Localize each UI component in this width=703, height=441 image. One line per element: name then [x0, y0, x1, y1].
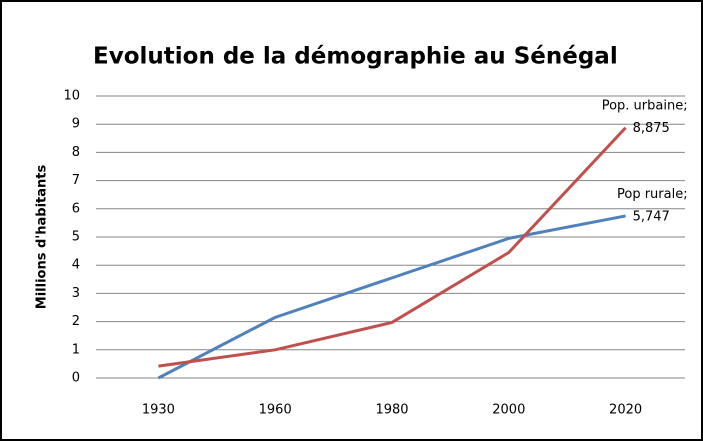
series-name: Pop. urbaine: [602, 98, 684, 113]
series-name: Pop rurale: [617, 186, 683, 201]
y-tick-label: 5: [72, 230, 80, 245]
y-tick-label: 3: [72, 286, 80, 301]
y-tick-label: 9: [72, 117, 80, 132]
series-line: [157, 214, 626, 380]
x-tick-label: 1980: [375, 403, 408, 418]
y-axis-label: Millions d'habitants: [35, 165, 50, 310]
y-tick-label: 6: [72, 201, 80, 216]
label-separator: ;: [683, 186, 687, 201]
x-tick-label: 2020: [609, 403, 642, 418]
label-separator: ;: [683, 98, 687, 113]
data-label-name: Pop rurale;: [617, 186, 688, 201]
x-tick-label: 1930: [142, 403, 175, 418]
y-tick-label: 4: [72, 258, 80, 273]
data-label-name: Pop. urbaine;: [602, 98, 688, 113]
x-tick-label: 2000: [492, 403, 525, 418]
series-line: [158, 126, 627, 368]
y-tick-label: 0: [72, 371, 80, 386]
chart-title: Evolution de la démographie au Sénégal: [93, 44, 618, 70]
y-tick-label: 10: [63, 89, 80, 104]
x-tick-label: 1960: [259, 403, 292, 418]
y-tick-label: 2: [72, 314, 80, 329]
data-label: 8,875: [633, 121, 670, 136]
y-tick-label: 7: [72, 173, 80, 188]
y-tick-label: 8: [72, 145, 80, 160]
y-tick-label: 1: [72, 342, 80, 357]
data-label: 5,747: [633, 209, 670, 224]
